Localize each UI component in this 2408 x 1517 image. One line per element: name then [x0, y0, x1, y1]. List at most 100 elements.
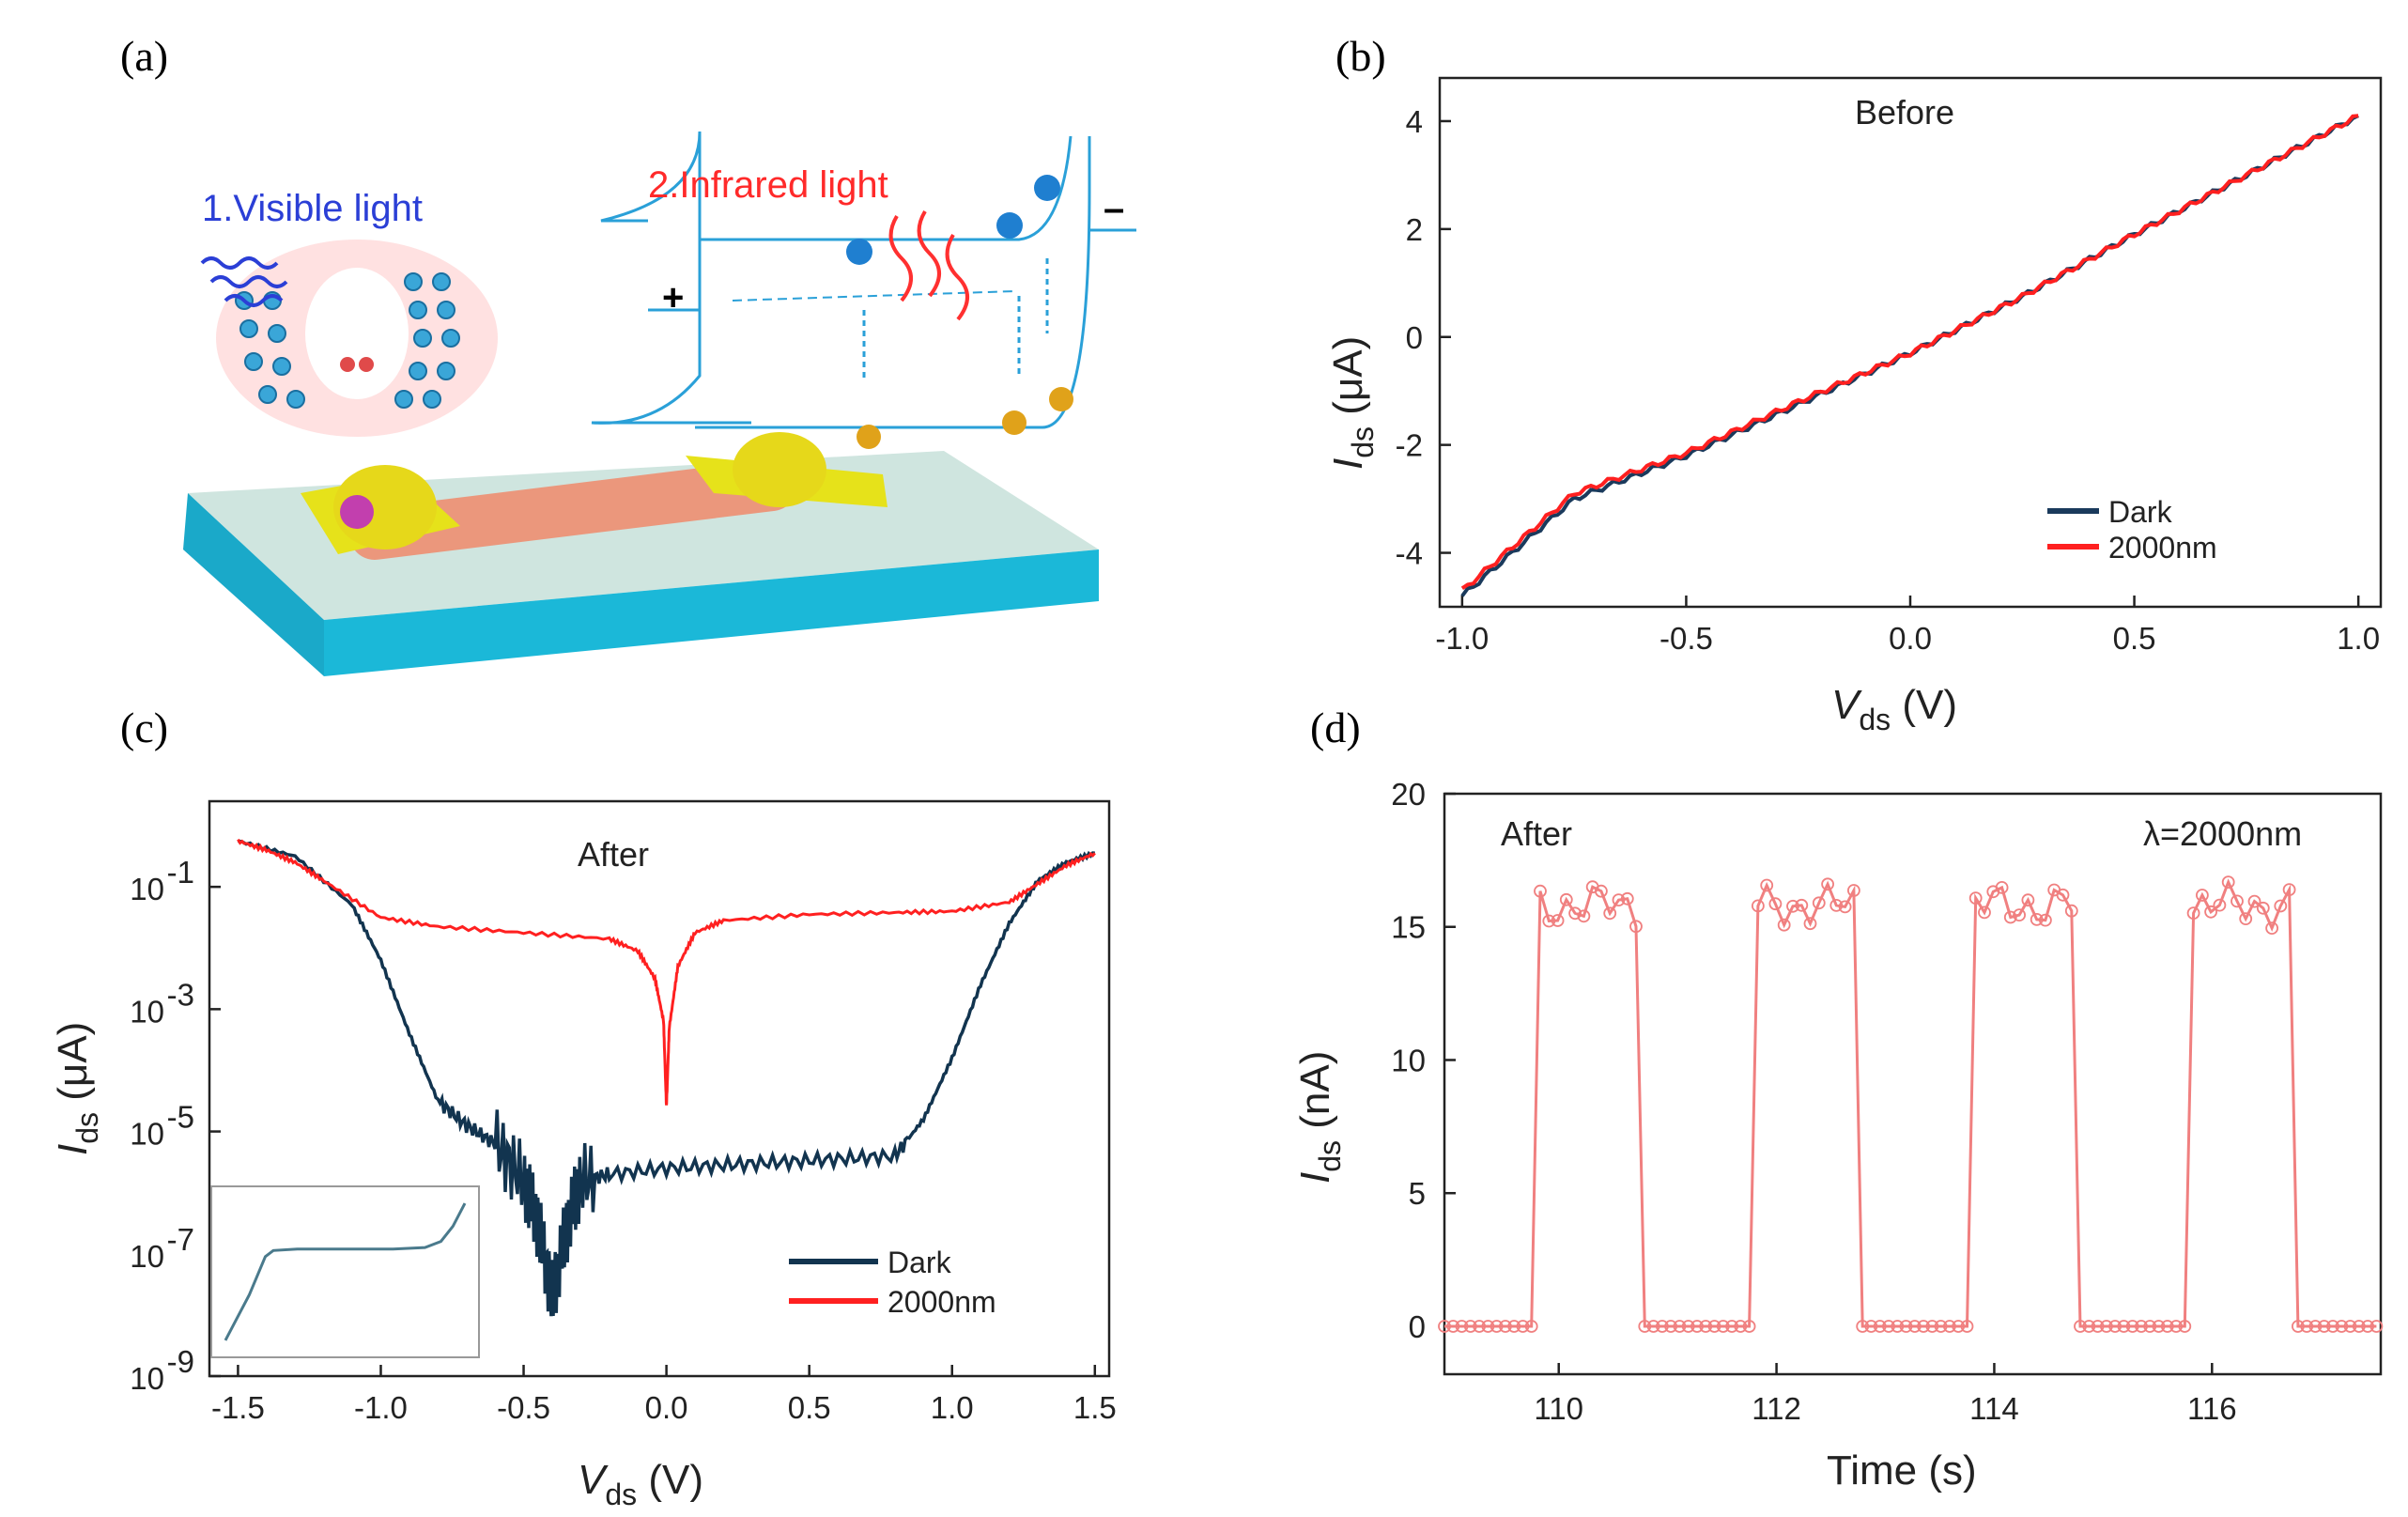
plot-d-frame [1443, 792, 2383, 1376]
data-point [2074, 1320, 2087, 1333]
plot-b-xlabel: Vds (V) [1831, 682, 1957, 736]
panel-b-label: (b) [1335, 32, 1386, 80]
panel-a: (a) [120, 32, 1136, 676]
inset-curve [224, 1202, 467, 1341]
data-point [2013, 908, 2027, 921]
nanowire [348, 459, 797, 560]
data-point [1838, 900, 1852, 914]
conduction-band [700, 135, 1073, 241]
data-point [1917, 1320, 1931, 1333]
data-point [1925, 1320, 1939, 1333]
data-point [1638, 1320, 1652, 1333]
series-line-dark [238, 839, 1095, 1317]
data-point [2056, 888, 2070, 902]
data-point [2099, 1320, 2113, 1333]
series-line-2000nm [1444, 878, 2377, 1328]
nanowire-cross-section [216, 240, 498, 437]
data-point [2064, 904, 2078, 918]
data-point [2343, 1320, 2357, 1333]
data-point [1795, 898, 1809, 912]
data-point [1673, 1320, 1687, 1333]
x-tick-label: 116 [2187, 1391, 2237, 1426]
legend-label-2000nm: 2000nm [2108, 531, 2217, 565]
data-point [1612, 893, 1626, 906]
data-point [2160, 1320, 2174, 1333]
data-point [2108, 1320, 2122, 1333]
data-point [2135, 1320, 2148, 1333]
data-point [2186, 906, 2200, 920]
y-tick-label: 4 [1406, 104, 1423, 139]
data-point [1899, 1320, 1913, 1333]
y-tick-label: -4 [1396, 536, 1423, 571]
plot-b-title: Before [1855, 93, 1954, 132]
data-point [1734, 1320, 1748, 1333]
data-point [1568, 906, 1582, 921]
band-right-curve [600, 131, 702, 230]
infrared-light-rays [888, 209, 969, 321]
data-point [1725, 1320, 1738, 1333]
data-point [1968, 891, 1983, 905]
data-point [1516, 1320, 1530, 1333]
data-point [1873, 1320, 1887, 1333]
plot-d-annotation: λ=2000nm [2143, 814, 2302, 853]
y-tick-exponent: -3 [167, 977, 194, 1012]
hole-1 [857, 425, 881, 449]
x-tick-label: -1.0 [354, 1390, 408, 1425]
data-point [1629, 920, 1643, 934]
data-point [1960, 1320, 1974, 1333]
data-point [2169, 1320, 2184, 1333]
data-point [1907, 1320, 1922, 1333]
holes [340, 357, 374, 372]
data-point [1856, 1320, 1870, 1333]
plot-b-lines [1460, 114, 2359, 597]
visible-light-label: 1.Visible light [202, 188, 423, 229]
y-tick-label: 10 [1391, 1043, 1426, 1077]
electron-2 [996, 212, 1023, 239]
substrate-front-side [324, 550, 1099, 676]
data-point [1603, 906, 1617, 921]
data-point [1995, 881, 2009, 894]
data-point [2335, 1320, 2349, 1333]
device [301, 432, 888, 560]
data-point [1768, 897, 1783, 911]
data-point [2143, 1320, 2157, 1333]
data-point [2030, 913, 2044, 926]
data-point [1847, 884, 1860, 897]
data-point [1481, 1320, 1495, 1333]
y-tick-label: 10 [130, 1361, 164, 1396]
inset-line [224, 1202, 467, 1341]
data-point [1455, 1320, 1469, 1333]
y-tick-label: 5 [1409, 1176, 1426, 1211]
data-point [2178, 1320, 2192, 1333]
data-point [2361, 1320, 2375, 1333]
plot-b-ticks: -1.0 -0.5 0.0 0.5 1.0 -4 -2 0 2 4 [1396, 104, 2380, 656]
x-tick-label: 112 [1752, 1391, 1801, 1426]
inset-frame [210, 1185, 480, 1358]
x-tick-label: 114 [1969, 1391, 2019, 1426]
x-tick-label: -1.5 [211, 1390, 265, 1425]
data-point [2125, 1320, 2139, 1333]
plot-d-xlabel: Time (s) [1827, 1447, 1977, 1494]
substrate-left-side [183, 493, 324, 676]
data-point [2300, 1320, 2314, 1333]
data-point [2230, 894, 2244, 908]
y-tick-label: 2 [1406, 212, 1423, 247]
data-point [1742, 1320, 1756, 1333]
plot-c-inset [210, 1185, 480, 1358]
transition-arrows [862, 258, 1049, 380]
data-point [2213, 898, 2227, 912]
x-tick-label: 110 [1534, 1391, 1583, 1426]
y-tick-label: 10 [130, 1117, 164, 1152]
y-tick-label: 15 [1391, 910, 1426, 945]
data-point [2082, 1320, 2096, 1333]
data-point [1812, 896, 1826, 910]
data-point [1752, 899, 1765, 913]
band-diagram: + – [591, 131, 1136, 429]
data-point [2038, 913, 2052, 927]
data-point [1803, 917, 1817, 931]
panel-c: (c) After -1.5 -1.0 -0.5 0.0 0.5 1.0 1.510 -910… [50, 704, 1117, 1511]
data-point [2265, 921, 2279, 935]
data-point [2247, 894, 2261, 908]
x-tick-label: 0.0 [1889, 621, 1932, 656]
plot-b-legend: Dark 2000nm [2047, 495, 2217, 565]
